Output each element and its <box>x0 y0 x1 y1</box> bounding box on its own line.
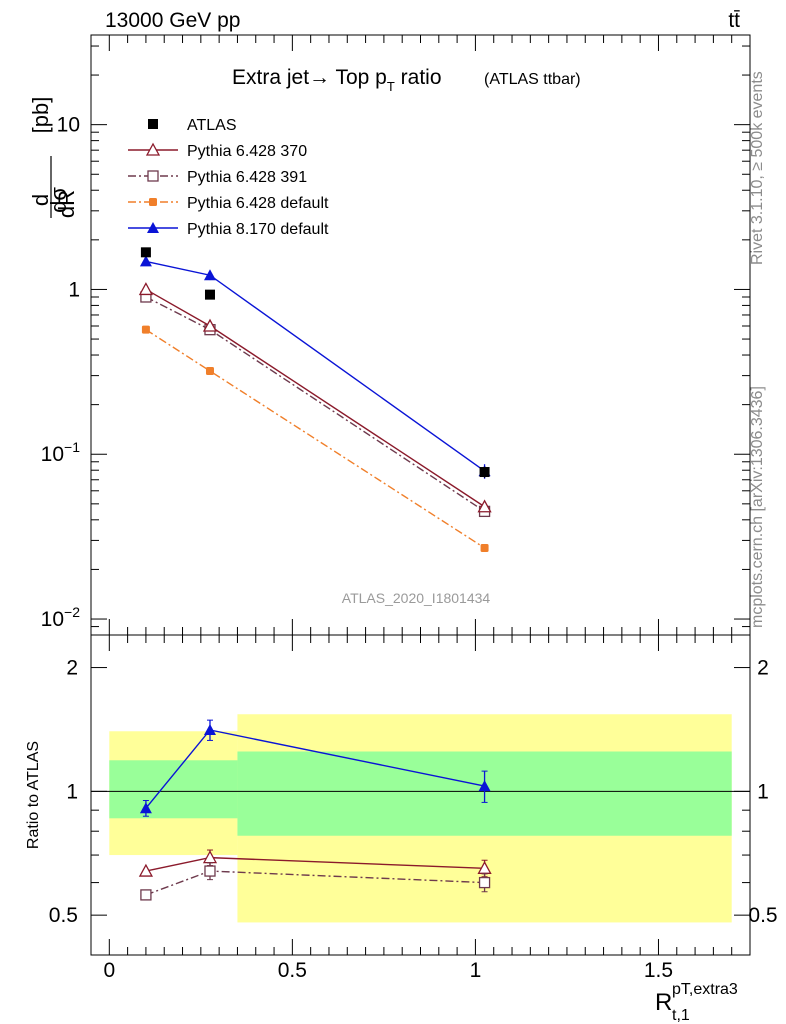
legend-marker <box>147 222 159 233</box>
rivet-version-label: Rivet 3.1.10, ≥ 500k events <box>749 71 766 265</box>
series-line-pythia-6-428-default <box>145 329 485 549</box>
analysis-watermark: ATLAS_2020_I1801434 <box>342 590 491 606</box>
ratio-data-point <box>478 780 491 792</box>
ratio-data-point <box>203 723 216 735</box>
series-pythia-6-428-default <box>141 325 489 552</box>
data-point <box>203 269 216 281</box>
energy-label: 13000 GeV pp <box>105 9 240 32</box>
data-point <box>477 499 492 513</box>
plot-title: Extra jet→ Top pT ratio <box>232 66 442 94</box>
main-y-tick-label: 1 <box>68 278 80 301</box>
y-label-dR: dR <box>54 190 79 218</box>
main-y-tick-label: 10 <box>57 114 80 137</box>
ratio-data-point <box>204 865 216 877</box>
x-tick-label: 0 <box>103 959 115 982</box>
x-label-superscript: pT,extra3 <box>672 981 738 998</box>
data-point <box>480 543 489 552</box>
legend-label: Pythia 6.428 370 <box>187 143 307 160</box>
legend-label: Pythia 8.170 default <box>187 221 329 238</box>
data-point <box>204 289 215 300</box>
ratio-series-pythia-6-428-370 <box>138 849 492 878</box>
data-point <box>479 467 490 478</box>
x-label-subscript: t,1 <box>672 1007 690 1024</box>
main-y-tick-label: 10−2 <box>41 604 81 631</box>
ratio-y-tick-label: 1 <box>66 780 78 803</box>
y-label-sigma: dσ <box>46 187 71 213</box>
x-axis-label: R pT,extra3 t,1 <box>655 981 738 1024</box>
data-point <box>139 255 152 267</box>
plot-title-tail: ratio <box>395 66 442 89</box>
ratio-y-tick-label-right: 2 <box>757 657 769 680</box>
legend-marker <box>147 170 159 182</box>
legend-entry-pythia-6-428-370: Pythia 6.428 370 <box>128 142 307 160</box>
legend-entry-pythia-8-170-default: Pythia 8.170 default <box>128 221 329 238</box>
ratio-y-tick-label: 0.5 <box>49 904 78 927</box>
ratio-data-point <box>140 889 152 901</box>
mcplots-reference-label: mcplots.cern.ch [arXiv:1306.3436] <box>749 386 766 628</box>
legend-marker <box>149 198 157 206</box>
stat-uncertainty-band-0 <box>109 760 238 819</box>
x-label-base: R <box>655 989 672 1016</box>
ratio-data-point <box>477 860 492 874</box>
ratio-data-point <box>478 876 491 889</box>
series-pythia-8-170-default <box>139 255 491 479</box>
data-point <box>205 366 214 375</box>
data-point <box>138 282 154 296</box>
ratio-series-pythia-6-428-391 <box>140 862 491 901</box>
main-y-tick-label-base: 10 <box>41 443 64 466</box>
ratio-uncertainty-bands <box>91 714 750 923</box>
x-tick-label: 1.5 <box>644 959 673 982</box>
ratio-series-group <box>138 719 492 901</box>
main-y-tick-label-base: 10 <box>41 608 64 631</box>
main-y-tick-label-exponent: −2 <box>64 604 80 620</box>
legend-label: Pythia 6.428 default <box>187 195 329 212</box>
main-y-axis-label: d dσ dR [pb] <box>28 97 79 218</box>
ratio-data-point <box>139 802 152 814</box>
main-y-tick-label-exponent: −1 <box>64 439 80 455</box>
data-point <box>202 318 218 332</box>
process-label: tt̄ <box>728 9 740 32</box>
y-label-unit: [pb] <box>28 97 53 134</box>
main-series-group <box>138 247 492 552</box>
series-pythia-6-428-391 <box>140 291 491 518</box>
legend-label: Pythia 6.428 391 <box>187 169 307 186</box>
series-line-pythia-6-428-370 <box>145 288 485 508</box>
ratio-axis-ticks: 0.5 0.5 1 1 2 2 <box>49 657 778 956</box>
legend-entry-pythia-6-428-default: Pythia 6.428 default <box>128 195 329 212</box>
ratio-y-tick-label-right: 1 <box>757 780 769 803</box>
x-axis-ticks: 0 0.5 1 1.5 <box>103 35 733 982</box>
plot-title-subscript: T <box>387 79 395 94</box>
legend-marker <box>145 142 161 156</box>
y-label-d: d <box>28 194 53 206</box>
data-point <box>140 247 151 258</box>
data-point <box>141 325 150 334</box>
legend-label: ATLAS <box>187 117 237 134</box>
ratio-y-tick-label-right: 0.5 <box>748 904 777 927</box>
main-y-tick-label: 10−1 <box>41 439 81 466</box>
legend-entry-pythia-6-428-391: Pythia 6.428 391 <box>128 169 307 186</box>
ratio-y-axis-label: Ratio to ATLAS <box>25 741 42 849</box>
legend-entry-atlas: ATLAS <box>148 117 237 134</box>
ratio-data-point <box>138 863 154 877</box>
x-tick-label: 1 <box>470 959 482 982</box>
series-atlas <box>140 247 490 478</box>
ratio-y-tick-label: 2 <box>66 657 78 680</box>
series-line-pythia-6-428-391 <box>145 296 485 512</box>
legend-marker <box>148 119 158 129</box>
plot-title-main: Extra jet→ Top p <box>232 66 387 89</box>
legend: ATLAS Pythia 6.428 370 Pythia 6.428 391 Pyt… <box>128 117 329 238</box>
plot-title-note: (ATLAS ttbar) <box>484 71 581 88</box>
series-line-pythia-8-170-default <box>145 260 485 472</box>
ratio-series-pythia-8-170-default <box>139 719 491 817</box>
series-pythia-6-428-370 <box>138 282 492 513</box>
x-tick-label: 0.5 <box>278 959 307 982</box>
